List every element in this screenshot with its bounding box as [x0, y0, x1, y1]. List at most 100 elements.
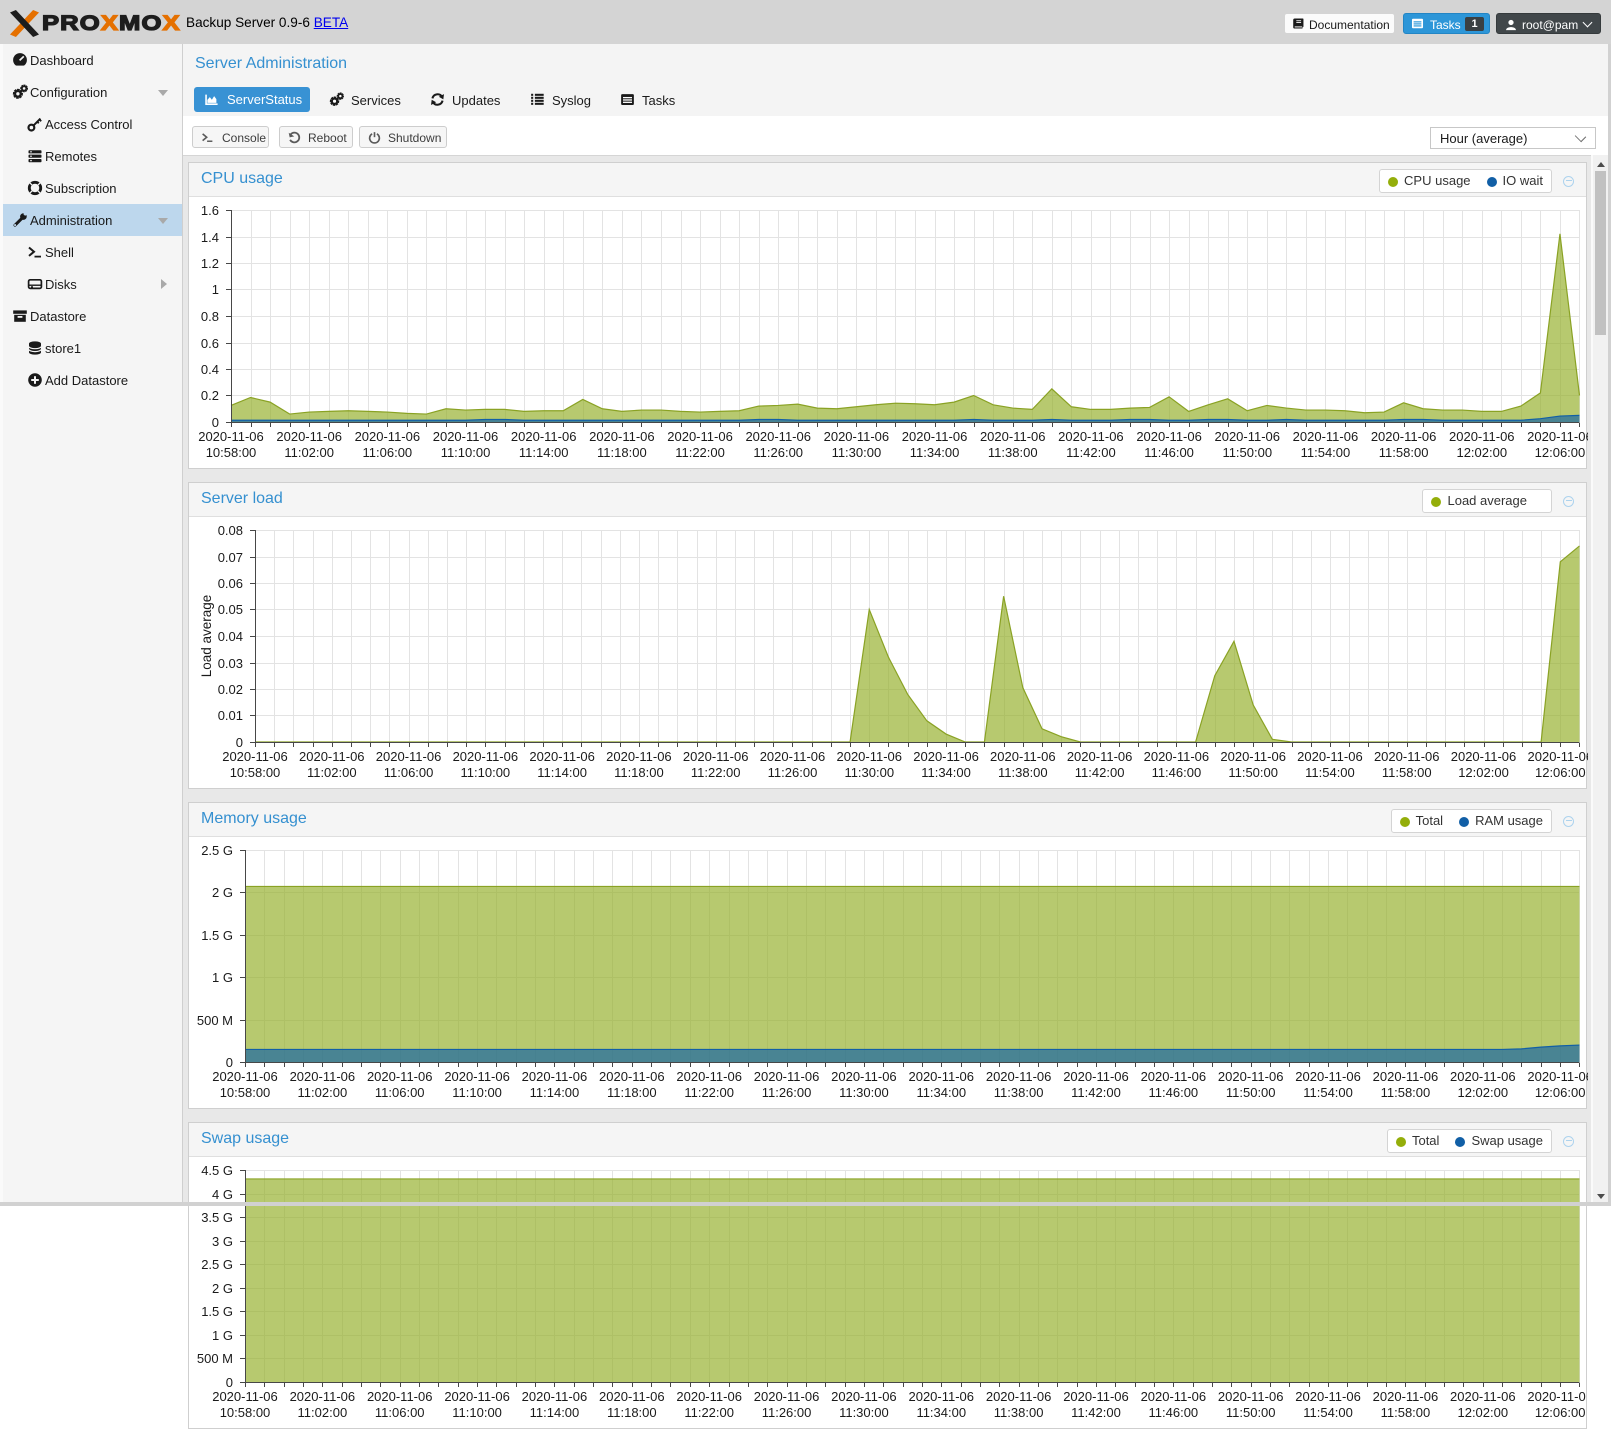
svg-text:0.01: 0.01 [218, 708, 243, 723]
svg-text:11:10:00: 11:10:00 [452, 1085, 502, 1100]
svg-text:2020-11-06: 2020-11-06 [599, 1069, 665, 1084]
svg-text:2020-11-06: 2020-11-06 [1141, 1069, 1207, 1084]
svg-text:2020-11-06: 2020-11-06 [676, 1069, 742, 1084]
svg-text:11:14:00: 11:14:00 [519, 445, 569, 460]
svg-text:2020-11-06: 2020-11-06 [433, 429, 499, 444]
svg-text:11:02:00: 11:02:00 [298, 1085, 348, 1100]
svg-text:11:38:00: 11:38:00 [994, 1405, 1044, 1420]
svg-text:1 G: 1 G [212, 970, 233, 985]
svg-text:2020-11-06: 2020-11-06 [1528, 749, 1588, 764]
svg-text:11:10:00: 11:10:00 [441, 445, 491, 460]
svg-text:2020-11-06: 2020-11-06 [522, 1389, 588, 1404]
svg-text:0.08: 0.08 [218, 523, 243, 538]
svg-text:2020-11-06: 2020-11-06 [1220, 749, 1286, 764]
svg-text:0.04: 0.04 [218, 629, 243, 644]
svg-text:1: 1 [212, 282, 219, 297]
svg-text:0.06: 0.06 [218, 576, 243, 591]
svg-text:2020-11-06: 2020-11-06 [831, 1389, 897, 1404]
svg-text:2020-11-06: 2020-11-06 [529, 749, 595, 764]
svg-text:2020-11-06: 2020-11-06 [1141, 1389, 1207, 1404]
svg-text:11:42:00: 11:42:00 [1071, 1085, 1121, 1100]
svg-text:11:34:00: 11:34:00 [916, 1085, 966, 1100]
svg-text:11:30:00: 11:30:00 [844, 765, 894, 780]
svg-text:11:22:00: 11:22:00 [675, 445, 725, 460]
svg-text:1.5 G: 1.5 G [201, 1304, 233, 1319]
svg-text:11:18:00: 11:18:00 [607, 1085, 657, 1100]
svg-text:11:06:00: 11:06:00 [363, 445, 413, 460]
svg-text:11:50:00: 11:50:00 [1222, 445, 1272, 460]
svg-text:0: 0 [226, 1375, 233, 1390]
svg-text:11:34:00: 11:34:00 [921, 765, 971, 780]
svg-text:0: 0 [226, 1055, 233, 1070]
svg-text:2020-11-06: 2020-11-06 [1527, 1069, 1588, 1084]
svg-text:2020-11-06: 2020-11-06 [1527, 429, 1588, 444]
svg-text:2020-11-06: 2020-11-06 [831, 1069, 897, 1084]
svg-text:2020-11-06: 2020-11-06 [1449, 429, 1515, 444]
svg-text:10:58:00: 10:58:00 [230, 765, 281, 780]
svg-text:2020-11-06: 2020-11-06 [290, 1389, 356, 1404]
svg-text:11:30:00: 11:30:00 [832, 445, 882, 460]
svg-text:2020-11-06: 2020-11-06 [453, 749, 519, 764]
svg-text:2020-11-06: 2020-11-06 [1214, 429, 1280, 444]
svg-text:11:18:00: 11:18:00 [607, 1405, 657, 1420]
svg-text:2020-11-06: 2020-11-06 [745, 429, 811, 444]
svg-text:0.07: 0.07 [218, 550, 243, 565]
svg-text:2020-11-06: 2020-11-06 [908, 1069, 974, 1084]
svg-text:12:02:00: 12:02:00 [1457, 1085, 1508, 1100]
svg-text:2020-11-06: 2020-11-06 [1218, 1069, 1284, 1084]
svg-text:11:34:00: 11:34:00 [916, 1405, 966, 1420]
svg-text:2.5 G: 2.5 G [201, 1257, 233, 1272]
svg-text:11:06:00: 11:06:00 [375, 1405, 425, 1420]
svg-text:2020-11-06: 2020-11-06 [836, 749, 902, 764]
svg-text:11:10:00: 11:10:00 [461, 765, 511, 780]
svg-text:11:14:00: 11:14:00 [530, 1085, 580, 1100]
svg-text:12:02:00: 12:02:00 [1458, 765, 1509, 780]
svg-text:2020-11-06: 2020-11-06 [1058, 429, 1124, 444]
svg-text:11:50:00: 11:50:00 [1226, 1085, 1276, 1100]
svg-text:0.2: 0.2 [201, 388, 219, 403]
svg-text:2020-11-06: 2020-11-06 [824, 429, 890, 444]
svg-text:2020-11-06: 2020-11-06 [1293, 429, 1359, 444]
svg-text:11:02:00: 11:02:00 [298, 1405, 348, 1420]
svg-text:11:02:00: 11:02:00 [284, 445, 334, 460]
svg-text:11:26:00: 11:26:00 [753, 445, 803, 460]
svg-text:11:30:00: 11:30:00 [839, 1085, 889, 1100]
svg-text:0.03: 0.03 [218, 656, 243, 671]
svg-text:2020-11-06: 2020-11-06 [1136, 429, 1202, 444]
svg-text:11:58:00: 11:58:00 [1382, 765, 1432, 780]
svg-text:2020-11-06: 2020-11-06 [1297, 749, 1363, 764]
svg-text:2020-11-06: 2020-11-06 [212, 1389, 278, 1404]
svg-text:0.02: 0.02 [218, 682, 243, 697]
svg-text:2020-11-06: 2020-11-06 [212, 1069, 278, 1084]
svg-text:2020-11-06: 2020-11-06 [683, 749, 749, 764]
svg-text:11:58:00: 11:58:00 [1381, 1085, 1431, 1100]
svg-text:11:54:00: 11:54:00 [1301, 445, 1351, 460]
svg-text:2020-11-06: 2020-11-06 [276, 429, 342, 444]
svg-text:1.5 G: 1.5 G [201, 928, 233, 943]
svg-text:2020-11-06: 2020-11-06 [1450, 1389, 1516, 1404]
svg-text:11:46:00: 11:46:00 [1152, 765, 1202, 780]
svg-text:11:26:00: 11:26:00 [768, 765, 818, 780]
svg-text:2020-11-06: 2020-11-06 [1295, 1069, 1361, 1084]
svg-text:2020-11-06: 2020-11-06 [1451, 749, 1517, 764]
svg-text:2020-11-06: 2020-11-06 [589, 429, 655, 444]
svg-text:4.5 G: 4.5 G [201, 1163, 233, 1178]
svg-text:11:14:00: 11:14:00 [537, 765, 587, 780]
svg-text:2020-11-06: 2020-11-06 [1144, 749, 1210, 764]
svg-text:2020-11-06: 2020-11-06 [760, 749, 826, 764]
svg-text:12:06:00: 12:06:00 [1535, 1405, 1586, 1420]
svg-text:3.5 G: 3.5 G [201, 1210, 233, 1225]
svg-text:11:42:00: 11:42:00 [1066, 445, 1116, 460]
svg-text:0.6: 0.6 [201, 336, 219, 351]
svg-text:11:46:00: 11:46:00 [1149, 1405, 1199, 1420]
svg-text:500 M: 500 M [197, 1351, 233, 1366]
svg-text:11:50:00: 11:50:00 [1228, 765, 1278, 780]
svg-text:0: 0 [212, 415, 219, 430]
svg-text:2020-11-06: 2020-11-06 [376, 749, 442, 764]
svg-text:2020-11-06: 2020-11-06 [1371, 429, 1437, 444]
svg-text:12:06:00: 12:06:00 [1535, 445, 1586, 460]
svg-text:2020-11-06: 2020-11-06 [299, 749, 365, 764]
svg-text:2020-11-06: 2020-11-06 [754, 1069, 820, 1084]
svg-text:2020-11-06: 2020-11-06 [222, 749, 288, 764]
svg-text:2020-11-06: 2020-11-06 [444, 1389, 510, 1404]
